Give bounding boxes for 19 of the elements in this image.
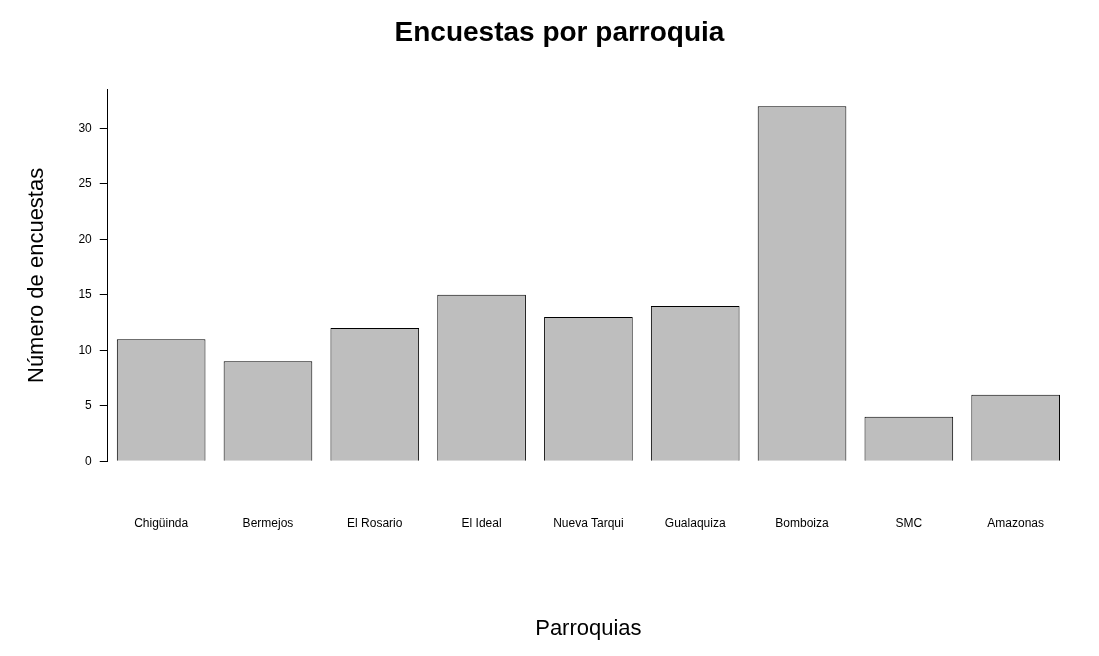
y-tick-label: 10 [78, 342, 93, 357]
x-tick-label: Chigüinda [134, 515, 189, 530]
x-tick-label: Gualaquiza [664, 515, 726, 530]
x-tick-label: El Ideal [461, 515, 502, 530]
x-tick-label: Bermejos [242, 515, 294, 530]
x-tick-label: Nueva Tarqui [553, 515, 624, 530]
y-tick-label: 20 [78, 231, 93, 246]
x-tick-label: Amazonas [987, 515, 1044, 530]
y-axis-title: Número de encuestas [23, 167, 49, 384]
y-tick-label: 0 [85, 453, 93, 468]
y-tick-label: 5 [85, 398, 93, 413]
x-tick-label: El Rosario [347, 515, 403, 530]
y-tick-label: 15 [78, 287, 93, 302]
chart-title: Encuestas por parroquia [394, 15, 725, 47]
x-axis-title: Parroquias [535, 614, 642, 640]
y-tick-label: 30 [78, 120, 93, 135]
x-tick-label: SMC [895, 515, 923, 530]
x-tick-label: Bomboiza [775, 515, 830, 530]
y-tick-label: 25 [78, 176, 93, 191]
